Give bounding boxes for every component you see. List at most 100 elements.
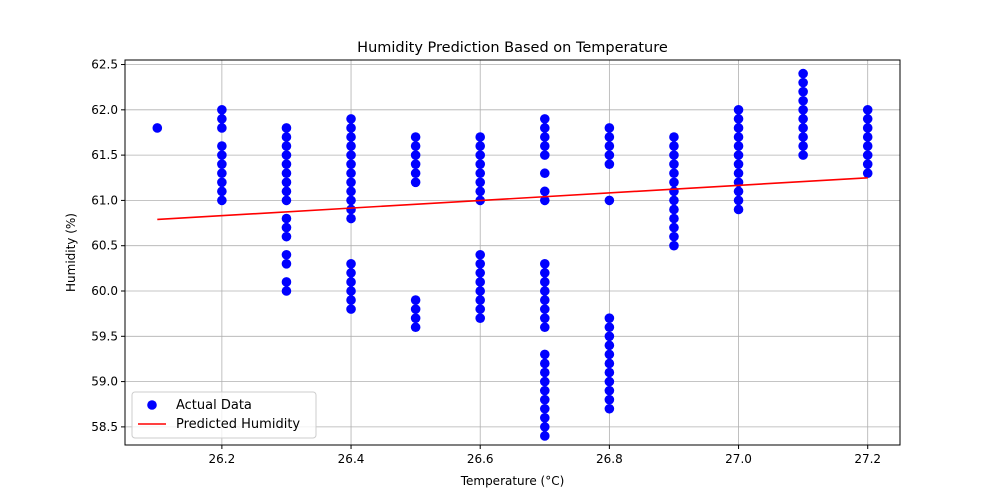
data-point <box>410 150 421 160</box>
data-point <box>217 114 227 124</box>
data-point <box>539 195 550 206</box>
data-point <box>281 195 292 206</box>
data-point <box>475 150 486 160</box>
data-point <box>475 177 486 188</box>
data-point <box>669 132 679 142</box>
data-point <box>410 132 421 142</box>
data-point <box>669 231 679 242</box>
data-point <box>798 77 808 88</box>
data-point <box>669 240 679 251</box>
data-point <box>281 132 292 142</box>
data-point <box>281 186 292 197</box>
x-axis-label: Temperature (°C) <box>460 474 565 488</box>
data-point <box>669 213 679 224</box>
data-point <box>539 413 550 423</box>
x-axis-ticks: 26.2 26.4 26.6 26.8 27.0 27.2 <box>209 445 881 466</box>
data-point <box>217 168 227 179</box>
data-point <box>733 132 744 142</box>
grid-lines <box>125 60 900 445</box>
data-point <box>217 150 227 160</box>
legend-label-actual-data: Actual Data <box>176 398 252 413</box>
data-point <box>669 195 679 206</box>
data-point <box>346 268 356 278</box>
data-point <box>539 431 550 441</box>
data-point <box>798 114 808 124</box>
data-point <box>346 150 356 160</box>
data-point <box>539 150 550 160</box>
data-point <box>217 177 227 188</box>
legend-label-predicted-humidity: Predicted Humidity <box>176 417 300 432</box>
y-tick-label: 59.0 <box>91 375 118 389</box>
data-point <box>346 132 356 142</box>
data-point <box>798 95 808 106</box>
data-point <box>539 268 550 278</box>
data-point <box>604 403 615 414</box>
data-point <box>539 114 550 124</box>
data-point <box>475 249 486 260</box>
data-point <box>539 358 550 369</box>
data-point <box>604 385 615 396</box>
data-point <box>410 168 421 179</box>
data-point <box>733 141 744 151</box>
data-point <box>669 159 679 169</box>
scatter-series-actual-data <box>152 68 873 441</box>
data-point <box>217 105 227 115</box>
data-point <box>539 403 550 414</box>
data-point <box>346 259 356 269</box>
x-tick-label: 27.2 <box>854 452 881 466</box>
y-tick-label: 62.5 <box>91 58 118 72</box>
data-point <box>733 168 744 179</box>
data-point <box>475 141 486 151</box>
x-tick-label: 26.8 <box>596 452 623 466</box>
data-point <box>346 141 356 151</box>
data-point <box>281 159 292 169</box>
data-point <box>346 295 356 305</box>
data-point <box>217 186 227 197</box>
data-point <box>152 123 163 133</box>
data-point <box>346 213 356 224</box>
data-point <box>604 141 615 151</box>
data-point <box>539 349 550 360</box>
data-point <box>475 186 486 197</box>
data-point <box>281 259 292 269</box>
x-tick-label: 27.0 <box>725 452 752 466</box>
data-point <box>539 286 550 296</box>
data-point <box>669 150 679 160</box>
data-point <box>669 177 679 188</box>
data-point <box>281 123 292 133</box>
data-point <box>281 231 292 242</box>
data-point <box>604 195 615 206</box>
data-point <box>539 295 550 305</box>
data-point <box>539 168 550 179</box>
data-point <box>539 277 550 287</box>
data-point <box>862 141 873 151</box>
data-point <box>539 141 550 151</box>
data-point <box>604 322 615 333</box>
data-point <box>862 159 873 169</box>
data-point <box>475 268 486 278</box>
prediction-line <box>157 176 868 221</box>
data-point <box>475 168 486 179</box>
data-point <box>217 159 227 169</box>
data-point <box>604 132 615 142</box>
data-point <box>604 394 615 405</box>
data-point <box>539 422 550 432</box>
data-point <box>862 105 873 115</box>
data-point <box>733 159 744 169</box>
data-point <box>217 123 227 133</box>
data-point <box>281 168 292 179</box>
data-point <box>539 322 550 333</box>
data-point <box>346 195 356 206</box>
data-point <box>798 105 808 115</box>
data-point <box>475 304 486 314</box>
y-tick-label: 60.5 <box>91 239 118 253</box>
data-point <box>539 385 550 396</box>
data-point <box>862 123 873 133</box>
data-point <box>862 114 873 124</box>
y-tick-label: 61.5 <box>91 148 118 162</box>
data-point <box>604 150 615 160</box>
legend: Actual Data Predicted Humidity <box>131 391 317 439</box>
data-point <box>604 367 615 378</box>
data-point <box>410 177 421 188</box>
